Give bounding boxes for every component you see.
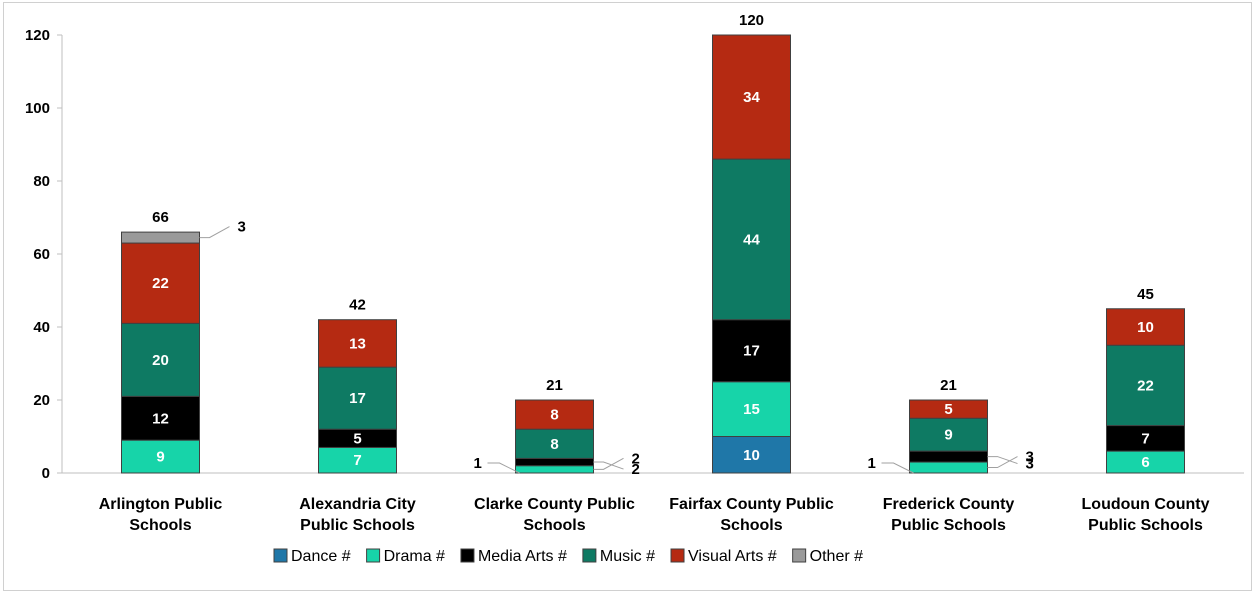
legend-label: Other # bbox=[810, 548, 863, 565]
data-label: 17 bbox=[349, 390, 366, 407]
data-label: 12 bbox=[152, 410, 169, 427]
y-tick-label: 20 bbox=[33, 392, 50, 409]
leader-line bbox=[594, 462, 624, 469]
leader-line bbox=[200, 227, 230, 238]
category-label: Frederick County Public Schools bbox=[883, 496, 1015, 534]
y-tick-label: 40 bbox=[33, 319, 50, 336]
data-label: 3 bbox=[1026, 456, 1034, 473]
category-label: Loudoun County Public Schools bbox=[1082, 496, 1210, 534]
bar-segment bbox=[910, 451, 988, 462]
data-label: 22 bbox=[152, 275, 169, 292]
data-label: 1 bbox=[868, 455, 876, 472]
chart-frame: 0 20 40 60 80 100 120 Arlington Public Schools Al… bbox=[3, 2, 1252, 591]
data-label: 6 bbox=[1141, 454, 1149, 471]
data-label: 20 bbox=[152, 352, 169, 369]
data-label: 5 bbox=[353, 430, 361, 447]
data-label: 1 bbox=[474, 455, 482, 472]
y-tick-label: 60 bbox=[33, 246, 50, 263]
bar-segment bbox=[910, 462, 988, 473]
legend: Dance # Drama # Media Arts # Music # Visual … bbox=[274, 548, 863, 565]
leader-line bbox=[882, 463, 914, 473]
total-label: 120 bbox=[739, 12, 764, 29]
legend-swatch bbox=[367, 549, 380, 562]
total-label: 21 bbox=[546, 377, 563, 394]
legend-swatch bbox=[461, 549, 474, 562]
data-label: 17 bbox=[743, 343, 760, 360]
data-label: 7 bbox=[353, 452, 361, 469]
total-label: 42 bbox=[349, 297, 366, 314]
data-label: 2 bbox=[632, 461, 640, 478]
bar-segment bbox=[516, 458, 594, 465]
total-label: 21 bbox=[940, 377, 957, 394]
y-tick-label: 120 bbox=[25, 27, 50, 44]
legend-label: Music # bbox=[600, 548, 655, 565]
bars bbox=[122, 35, 1185, 473]
legend-label: Dance # bbox=[291, 548, 351, 565]
data-label: 3 bbox=[238, 219, 246, 236]
data-label: 15 bbox=[743, 401, 760, 418]
category-label: Clarke County Public Schools bbox=[474, 496, 635, 534]
data-label: 10 bbox=[1137, 319, 1154, 336]
category-label: Alexandria City Public Schools bbox=[299, 496, 416, 534]
data-label: 8 bbox=[550, 436, 558, 453]
y-tick-label: 0 bbox=[42, 465, 50, 482]
y-tick-label: 100 bbox=[25, 100, 50, 117]
legend-swatch bbox=[274, 549, 287, 562]
legend-swatch bbox=[793, 549, 806, 562]
legend-label: Drama # bbox=[384, 548, 445, 565]
data-label: 44 bbox=[743, 231, 760, 248]
data-label: 5 bbox=[944, 401, 952, 418]
category-label: Arlington Public Schools bbox=[99, 496, 223, 534]
leader-line bbox=[988, 457, 1018, 464]
legend-label: Visual Arts # bbox=[688, 548, 777, 565]
data-label: 8 bbox=[550, 407, 558, 424]
data-label: 13 bbox=[349, 335, 366, 352]
bar-segment bbox=[516, 466, 594, 473]
data-label: 34 bbox=[743, 89, 760, 106]
data-label: 22 bbox=[1137, 377, 1154, 394]
data-label: 9 bbox=[944, 427, 952, 444]
legend-swatch bbox=[671, 549, 684, 562]
legend-label: Media Arts # bbox=[478, 548, 567, 565]
total-label: 66 bbox=[152, 209, 169, 226]
legend-swatch bbox=[583, 549, 596, 562]
total-label: 45 bbox=[1137, 286, 1154, 303]
y-tick-label: 80 bbox=[33, 173, 50, 190]
data-label: 9 bbox=[156, 449, 164, 466]
category-label: Fairfax County Public Schools bbox=[669, 496, 834, 534]
data-label: 7 bbox=[1141, 430, 1149, 447]
bar-segment bbox=[122, 232, 200, 243]
leader-line bbox=[488, 463, 520, 473]
labels: 9122022366751713422288211015174434120339… bbox=[152, 12, 1154, 478]
data-label: 10 bbox=[743, 447, 760, 464]
